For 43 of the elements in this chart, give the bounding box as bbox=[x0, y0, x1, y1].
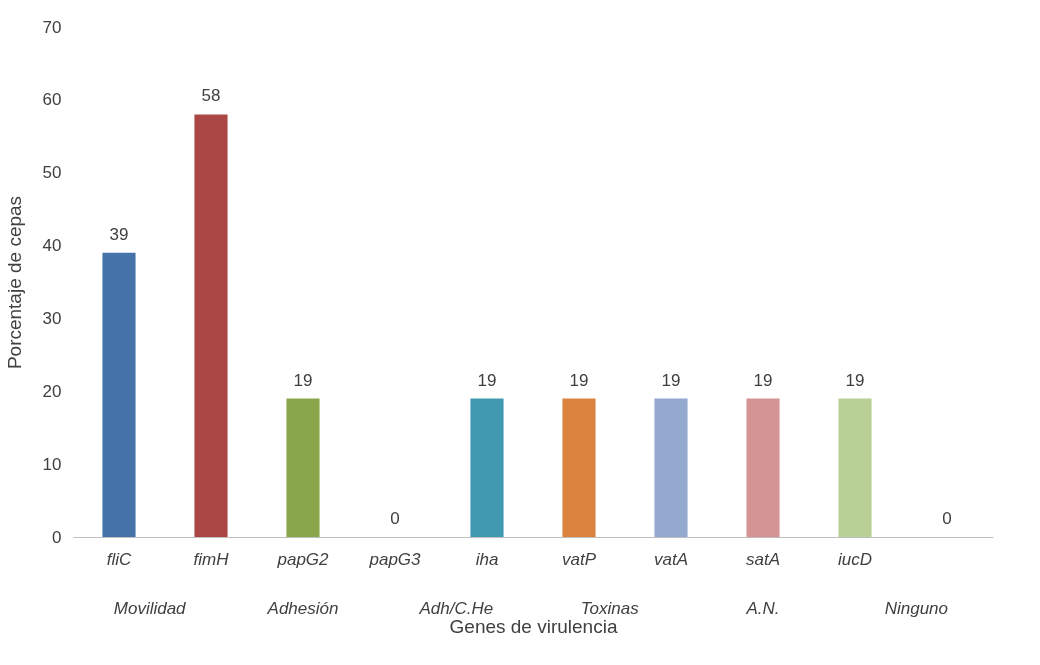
bar bbox=[102, 252, 136, 537]
data-label: 19 bbox=[569, 370, 589, 390]
bar bbox=[470, 398, 504, 537]
data-label: 19 bbox=[477, 370, 497, 390]
data-label: 19 bbox=[845, 370, 865, 390]
y-tick-label: 10 bbox=[42, 454, 62, 474]
x-axis-title: Genes de virulencia bbox=[449, 615, 618, 637]
y-tick-label: 50 bbox=[42, 163, 62, 183]
bar bbox=[562, 398, 596, 537]
data-label: 39 bbox=[109, 224, 129, 244]
text: Adh/C.He bbox=[418, 599, 494, 618]
y-axis-title: Porcentaje de cepas bbox=[3, 195, 25, 370]
x-tick-label: iha bbox=[475, 549, 499, 569]
data-label: 0 bbox=[942, 509, 952, 528]
bar bbox=[746, 398, 780, 537]
text: Adhesión bbox=[266, 599, 339, 618]
y-tick-label: 30 bbox=[42, 308, 62, 328]
bar bbox=[654, 398, 688, 537]
x-tick-label: vatA bbox=[653, 549, 689, 569]
data-label: 19 bbox=[293, 370, 313, 390]
x-tick-label: papG3 bbox=[368, 549, 422, 569]
x-tick-label: fimH bbox=[193, 549, 230, 569]
x-tick-label: fliC bbox=[106, 549, 132, 569]
x-tick-label: iucD bbox=[837, 549, 873, 569]
bar bbox=[838, 398, 872, 537]
text: Movilidad bbox=[113, 599, 187, 618]
y-tick-label: 20 bbox=[42, 381, 62, 401]
x-tick-label: papG2 bbox=[276, 549, 330, 569]
data-label: 58 bbox=[201, 86, 221, 106]
bar bbox=[286, 398, 320, 537]
data-label: 19 bbox=[661, 370, 681, 390]
y-tick-label: 40 bbox=[42, 236, 62, 256]
y-tick-label: 0 bbox=[52, 527, 62, 547]
text: Toxinas bbox=[580, 599, 640, 618]
data-label: 0 bbox=[390, 509, 400, 528]
text: Ninguno bbox=[884, 599, 948, 618]
y-tick-label: 70 bbox=[42, 17, 62, 37]
x-tick-label: satA bbox=[745, 549, 781, 569]
data-label: 19 bbox=[753, 370, 773, 390]
x-tick-label: vatP bbox=[561, 549, 597, 569]
text: A.N. bbox=[745, 599, 780, 618]
y-tick-label: 60 bbox=[42, 90, 62, 110]
bar bbox=[194, 114, 228, 537]
